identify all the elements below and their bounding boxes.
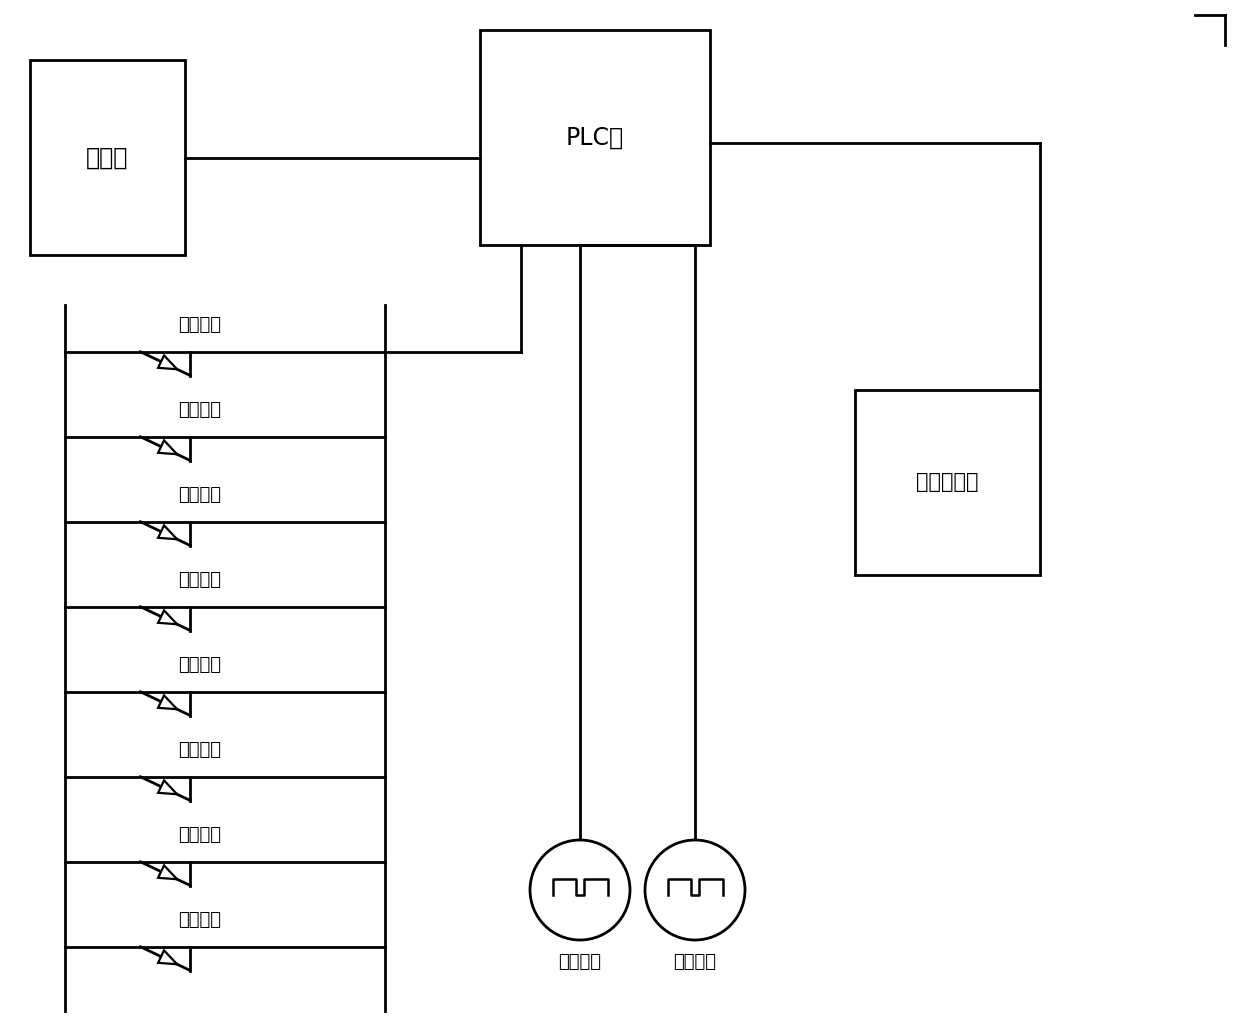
Polygon shape	[159, 356, 177, 369]
Polygon shape	[159, 951, 177, 964]
Bar	[856, 390, 1040, 575]
Polygon shape	[159, 526, 177, 539]
Text: 上过卷点: 上过卷点	[177, 315, 221, 334]
Circle shape	[529, 840, 630, 940]
Text: 上减速点: 上减速点	[177, 486, 221, 503]
Text: 操作台: 操作台	[87, 145, 129, 169]
Text: 编码器二: 编码器二	[673, 953, 717, 971]
Bar	[480, 30, 711, 245]
Polygon shape	[159, 780, 177, 794]
Polygon shape	[159, 865, 177, 879]
Text: 下减速点: 下减速点	[177, 740, 221, 759]
Text: 下过卷点: 下过卷点	[177, 910, 221, 929]
Text: 编码器一: 编码器一	[558, 953, 601, 971]
Bar	[30, 60, 185, 255]
Text: 下同步点: 下同步点	[177, 656, 221, 673]
Polygon shape	[159, 610, 177, 624]
Text: 其他传感器: 其他传感器	[916, 472, 978, 493]
Circle shape	[645, 840, 745, 940]
Text: 上停车点: 上停车点	[177, 401, 221, 419]
Polygon shape	[159, 440, 177, 455]
Polygon shape	[159, 695, 177, 709]
Text: 下停车点: 下停车点	[177, 826, 221, 843]
Text: PLC箱: PLC箱	[565, 126, 624, 149]
Text: 上同步点: 上同步点	[177, 570, 221, 589]
